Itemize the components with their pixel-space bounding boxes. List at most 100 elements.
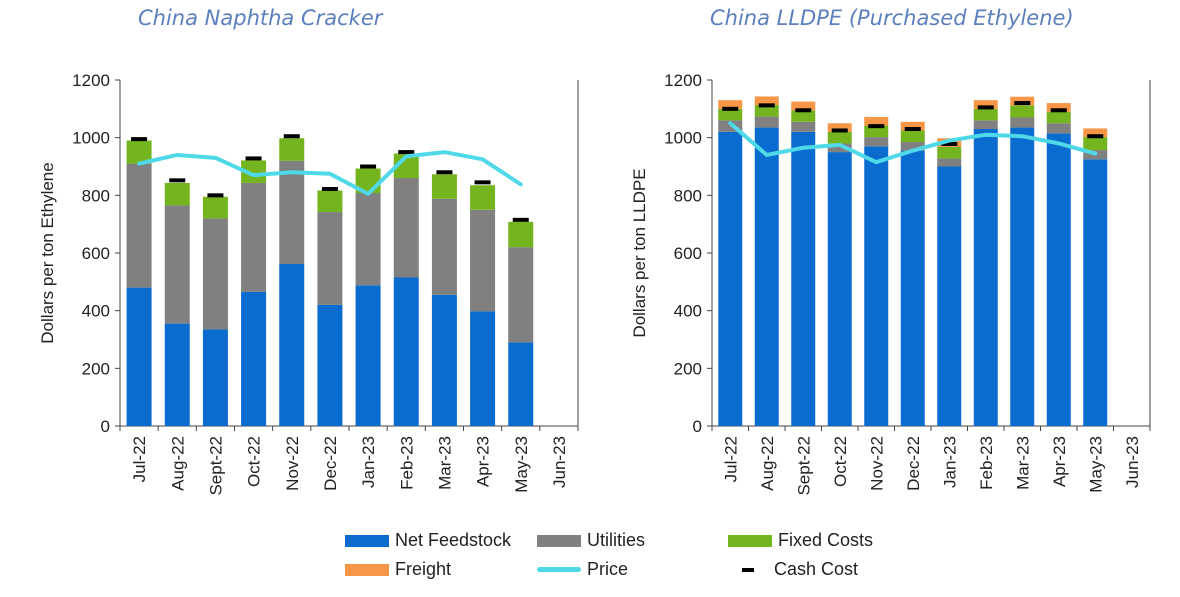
bar-net-feedstock [126, 287, 152, 426]
bar-utilities [900, 141, 925, 151]
bar-net-feedstock [279, 263, 305, 426]
bar-utilities [355, 193, 381, 286]
bar-net-feedstock [827, 152, 852, 427]
bar-fixed-costs [718, 108, 743, 121]
y-tick-label: 0 [101, 417, 110, 436]
y-tick-label: 1000 [72, 129, 110, 148]
bar-fixed-costs [973, 108, 998, 121]
y-axis-title: Dollars per ton Ethylene [38, 162, 57, 343]
bar-fixed-costs [827, 131, 852, 144]
bar-fixed-costs [241, 160, 267, 183]
bar-freight [1010, 96, 1035, 106]
bar-fixed-costs [431, 174, 457, 199]
legend-swatch-net-feedstock [345, 534, 389, 547]
cash-cost-marker [722, 106, 739, 111]
bar-freight [1083, 128, 1108, 138]
bar-freight [827, 123, 852, 132]
bar-net-feedstock [754, 127, 779, 426]
bar-fixed-costs [202, 196, 228, 219]
x-tick-label: Jan-23 [940, 436, 959, 488]
cash-cost-marker [758, 103, 775, 108]
bar-utilities [508, 247, 534, 343]
bar-net-feedstock [431, 294, 457, 426]
cash-cost-marker [1050, 108, 1067, 113]
y-tick-label: 200 [82, 359, 110, 378]
x-tick-label: May-23 [512, 436, 531, 493]
bar-utilities [317, 212, 343, 305]
y-tick-label: 1200 [72, 71, 110, 90]
cash-cost-marker [321, 186, 338, 191]
bar-net-feedstock [470, 311, 496, 426]
x-tick-label: Dec-22 [321, 436, 340, 491]
legend-item-price: Price [537, 559, 628, 580]
bar-utilities [791, 121, 816, 132]
bar-utilities [470, 209, 496, 312]
bar-fixed-costs [900, 130, 925, 142]
x-tick-label: Nov-22 [867, 436, 886, 491]
bar-net-feedstock [508, 342, 534, 426]
bar-fixed-costs [279, 138, 305, 161]
bar-utilities [431, 198, 457, 295]
y-tick-label: 200 [674, 359, 702, 378]
legend-item-freight: Freight [345, 559, 451, 580]
bar-fixed-costs [164, 182, 190, 206]
bar-fixed-costs [508, 221, 534, 248]
bar-net-feedstock [973, 129, 998, 426]
bar-net-feedstock [864, 146, 889, 427]
x-tick-label: Apr-23 [1050, 436, 1069, 487]
legend-label-fixed-costs: Fixed Costs [778, 530, 874, 550]
bar-net-feedstock [1046, 133, 1071, 426]
chart-naphtha: 0 200 400 600 800 1000 1200 Dollars per ton Eth… [38, 71, 579, 496]
x-tick-label: Sept-22 [794, 436, 813, 496]
bar-fixed-costs [470, 185, 496, 210]
legend-swatch-cash-cost [742, 567, 754, 572]
bar-utilities [126, 163, 152, 288]
bar-fixed-costs [791, 110, 816, 122]
cash-cost-marker [398, 150, 415, 155]
x-tick-label: Mar-23 [435, 436, 454, 490]
x-tick-label: Apr-23 [474, 436, 493, 487]
bar-freight [791, 101, 816, 111]
y-tick-label: 800 [82, 186, 110, 205]
bar-net-feedstock [202, 329, 228, 426]
price-line [137, 150, 523, 196]
legend-swatch-fixed-costs [728, 534, 772, 547]
cash-cost-marker [474, 180, 491, 185]
cash-cost-marker [941, 142, 958, 147]
cash-cost-marker [977, 105, 994, 110]
bar-utilities [241, 182, 267, 292]
x-tick-label: Oct-22 [245, 436, 264, 487]
x-tick-label: Oct-22 [831, 436, 850, 487]
bar-freight [900, 121, 925, 131]
cash-cost-marker [512, 217, 529, 222]
bar-net-feedstock [1083, 159, 1108, 426]
y-tick-label: 400 [82, 302, 110, 321]
x-tick-label: Nov-22 [283, 436, 302, 491]
x-tick-label: Aug-22 [758, 436, 777, 491]
x-tick-label: Jun-23 [1123, 436, 1142, 488]
legend-item-net-feedstock: Net Feedstock [345, 530, 511, 551]
bar-utilities [164, 205, 190, 324]
cash-cost-marker [245, 156, 262, 161]
legend-item-fixed-costs: Fixed Costs [728, 530, 873, 551]
legend-item-cash-cost: Cash Cost [728, 559, 858, 580]
legend-label-freight: Freight [395, 559, 452, 579]
x-tick-label: Feb-23 [397, 436, 416, 490]
bar-net-feedstock [791, 131, 816, 426]
bar-utilities [1010, 117, 1035, 128]
cash-cost-marker [131, 137, 148, 142]
bar-fixed-costs [126, 140, 152, 164]
bar-freight [973, 100, 998, 109]
bar-net-feedstock [1010, 127, 1035, 426]
chart-title-naphtha: China Naphtha Cracker [138, 6, 383, 30]
cash-cost-marker [207, 193, 224, 198]
y-axis-title: Dollars per ton LLDPE [630, 168, 649, 337]
bar-net-feedstock [718, 131, 743, 426]
bar-utilities [718, 120, 743, 132]
bar-net-feedstock [317, 304, 343, 426]
bar-fixed-costs [1083, 137, 1108, 151]
cash-cost-marker [831, 128, 848, 133]
y-tick-label: 0 [693, 417, 702, 436]
chart-lldpe: 0 200 400 600 800 1000 1200 Dollars per ton LLD… [630, 71, 1151, 496]
cash-cost-marker [283, 134, 300, 139]
